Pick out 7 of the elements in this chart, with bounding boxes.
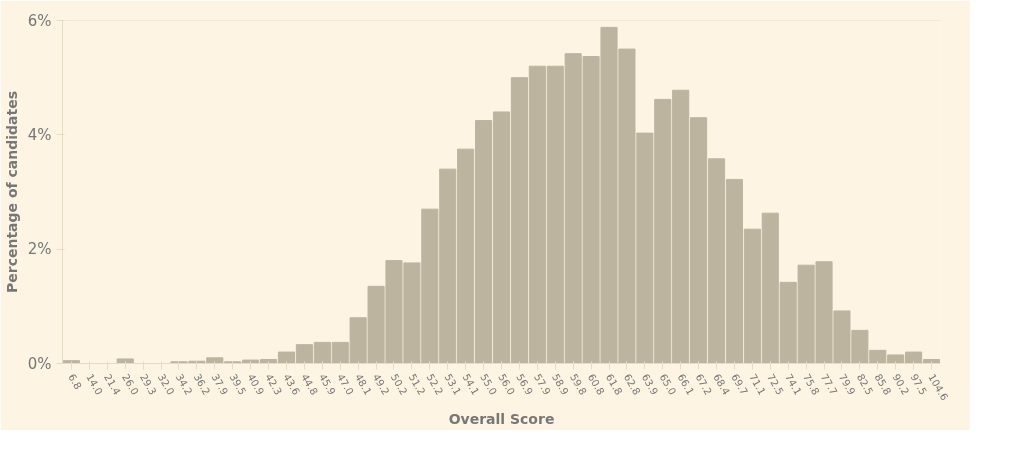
y-tick-label: 2% xyxy=(27,240,52,259)
x-axis-title: Overall Score xyxy=(448,411,555,428)
y-tick-label: 6% xyxy=(27,11,52,30)
y-tick-label: 4% xyxy=(27,125,52,144)
y-tick-label: 0% xyxy=(27,354,52,373)
x-tick-label: 6.8 xyxy=(66,372,84,392)
y-axis-title: Percentage of candidates xyxy=(3,90,20,294)
